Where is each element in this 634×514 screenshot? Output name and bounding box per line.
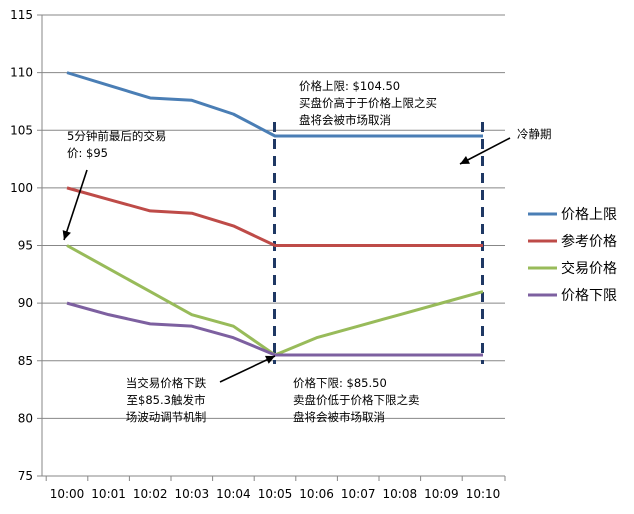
x-tick-label: 10:04 [216,487,251,501]
x-tick-label: 10:07 [341,487,376,501]
series-lines [66,71,484,357]
series-line-0 [66,71,483,138]
annotation-line: 盘将会被市场取消 [293,410,385,424]
cooling-period-markers [273,122,484,364]
y-tick-label: 115 [10,8,33,22]
annotation-line: 价: $95 [67,146,108,160]
x-tick-label: 10:09 [424,487,459,501]
annotations: 价格上限: $104.50 买盘价高于于价格上限之买盘将会被市场取消冷静期5分钟前… [62,79,552,424]
y-tick-label: 75 [18,469,33,483]
annotation-4: 价格下限: $85.50 卖盘价低于价格下限之卖盘将会被市场取消 [293,376,420,424]
x-tick-label: 10:05 [258,487,293,501]
legend-label: 交易价格 [561,260,617,277]
y-tick-label: 95 [18,239,33,253]
y-tick-label: 110 [10,66,33,80]
y-tick-label: 100 [10,181,33,195]
x-tick-label: 10:03 [175,487,210,501]
y-tick-label: 90 [18,296,33,310]
y-tick-label: 85 [18,354,33,368]
annotation-2: 5分钟前最后的交易价: $95 [67,129,166,160]
last-trade-arrow [62,169,88,241]
annotation-line: 卖盘价低于价格下限之卖 [293,393,420,407]
axes: 75 80 85 90 95 100 105 110 115 10:00 10:01 10:02 10:… [10,8,506,501]
annotation-line: 至$85.3触发市 [127,393,206,407]
x-tick-label: 10:08 [383,487,418,501]
y-tick-label: 80 [18,411,33,425]
x-tick-label: 10:10 [466,487,501,501]
x-tick-label: 10:01 [91,487,126,501]
legend-label: 价格下限 [561,288,617,304]
x-tick-label: 10:02 [133,487,168,501]
annotation-1: 冷静期 [517,127,552,141]
legend-label: 参考价格 [561,233,617,250]
annotation-0: 价格上限: $104.50 买盘价高于于价格上限之买盘将会被市场取消 [299,79,437,127]
annotation-3: 当交易价格下跌至$85.3触发市场波动调节机制 [126,376,207,424]
trigger-arrow [219,355,276,383]
annotation-line: 场波动调节机制 [126,410,207,424]
annotation-line: 当交易价格下跌 [126,376,207,390]
x-tick-label: 10:06 [299,487,334,501]
annotation-line: 买盘价高于于价格上限之买 [299,96,437,110]
series-line-3 [66,301,483,357]
cooling-period-arrow [459,137,511,165]
series-line-1 [66,186,483,247]
y-tick-label: 105 [10,123,33,137]
annotation-line: 价格上限: $104.50 [299,79,400,93]
x-tick-label: 10:00 [50,487,85,501]
annotation-line: 5分钟前最后的交易 [67,129,166,143]
annotation-line: 价格下限: $85.50 [293,376,387,390]
annotation-line: 盘将会被市场取消 [299,113,391,127]
legend-label: 价格上限 [561,207,617,223]
annotation-line: 冷静期 [517,127,552,141]
